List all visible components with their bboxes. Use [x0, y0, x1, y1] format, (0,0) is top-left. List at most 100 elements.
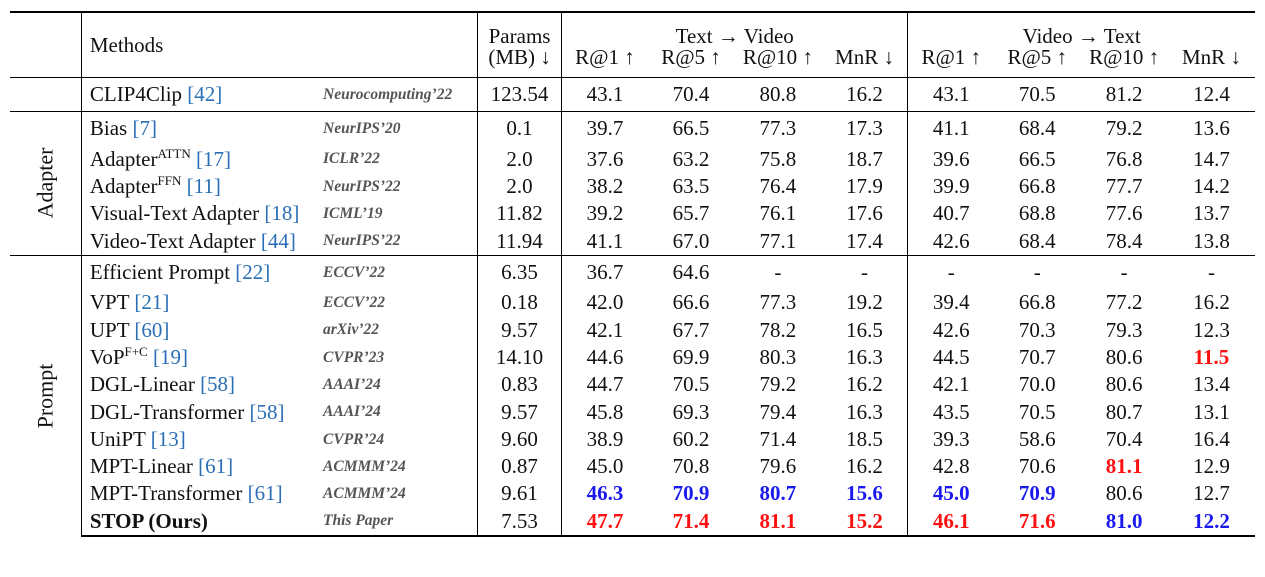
metric-cell: 78.2 — [759, 317, 797, 342]
method-name: Bias [7] — [80, 111, 324, 146]
metric-cell: 75.8 — [759, 146, 797, 171]
metric-cell: 64.6 — [647, 254, 735, 290]
metric-cell: 41.1 — [561, 227, 648, 256]
metric-cell: 12.2 — [1167, 507, 1255, 537]
params-cell: 2.0 — [476, 172, 562, 201]
metric-cell: - — [1080, 254, 1168, 290]
params-cell: 11.94 — [476, 227, 562, 256]
venue-label: ECCV’22 — [323, 294, 386, 312]
metric-cell: 39.4 — [907, 289, 995, 317]
table-row: UPT [60] arXiv’22 9.57 42.1 67.7 78.2 16.5 42.6… — [10, 316, 1255, 344]
venue-label: ECCV’22 — [323, 254, 478, 290]
metric-cell: 67.7 — [672, 317, 710, 342]
metric-cell: 44.7 — [561, 371, 648, 399]
metric-cell: 44.6 — [561, 343, 648, 372]
venue-label: NeurIPS’22 — [323, 232, 401, 250]
metric-cell: 69.9 — [672, 344, 710, 369]
metric-cell: 46.1 — [907, 507, 995, 537]
metric-cell: 13.7 — [1193, 201, 1230, 226]
table-row: Video-Text Adapter [44] NeurIPS’22 11.94 41… — [10, 227, 1255, 256]
params-unit-header: (MB) ↓ — [476, 47, 562, 78]
metric-cell: 60.2 — [672, 426, 710, 451]
params-cell: 0.87 — [476, 452, 562, 481]
metric-cell: 71.4 — [647, 507, 735, 537]
metric-cell: 70.5 — [1018, 399, 1056, 424]
metric-cell: 12.7 — [1193, 481, 1230, 506]
table-row: Prompt Efficient Prompt [22] ECCV’22 6.35 36… — [10, 254, 1255, 536]
metric-cell: 79.4 — [759, 399, 797, 424]
metric-cell: 43.5 — [907, 398, 995, 426]
method-name: Visual-Text Adapter [18] — [80, 200, 324, 228]
metric-cell: 66.8 — [1018, 173, 1056, 198]
metric-cell: 70.5 — [994, 77, 1081, 112]
metric-cell: 18.7 — [846, 146, 883, 171]
metric-cell: 43.1 — [907, 77, 995, 112]
metric-cell: 76.8 — [1105, 146, 1143, 171]
metric-cell: 43.1 — [561, 77, 648, 112]
metric-cell: 40.7 — [907, 200, 995, 228]
metric-cell: 80.7 — [1105, 399, 1143, 424]
metric-cell: 81.0 — [1080, 507, 1168, 537]
metric-cell: 18.5 — [846, 426, 883, 451]
metric-cell: 16.5 — [846, 317, 883, 342]
metric-cell: 36.7 — [561, 254, 648, 290]
metric-cell: 80.7 — [759, 481, 797, 506]
table-row: AdapterFFN [11] NeurIPS’22 2.0 38.2 63.5 76.4… — [10, 172, 1255, 201]
params-cell: 7.53 — [476, 507, 562, 537]
metric-cell: 67.0 — [672, 228, 710, 253]
text-to-video-header: Text → Video — [561, 11, 908, 47]
metric-header: R@1 ↑ — [561, 47, 648, 78]
metric-cell: 80.6 — [1105, 481, 1143, 506]
metric-cell: 66.5 — [647, 111, 735, 146]
group-label-prompt: Prompt — [10, 254, 82, 536]
metric-cell: 15.2 — [821, 507, 908, 537]
metric-header: R@10 ↑ — [1089, 45, 1160, 69]
metric-cell: 16.3 — [846, 344, 883, 369]
metric-cell: 70.4 — [1105, 426, 1143, 451]
table-row: MPT-Linear [61] ACMMM’24 0.87 45.0 70.8 79.6 1… — [10, 452, 1255, 481]
metric-cell: 77.6 — [1105, 201, 1143, 226]
metric-cell: - — [1167, 254, 1255, 290]
table-row: MPT-Transformer [61] ACMMM’24 9.61 46.3 70.9… — [10, 480, 1255, 508]
results-table: Methods Params Text → Video Video → Text… — [10, 11, 1255, 537]
methods-header: Methods — [80, 11, 478, 78]
video-to-text-header: Video → Text — [907, 11, 1255, 47]
metric-cell: 79.2 — [759, 372, 797, 397]
metric-cell: 68.4 — [994, 111, 1081, 146]
metric-cell: 68.8 — [1018, 201, 1056, 226]
metric-cell: 66.6 — [672, 290, 710, 315]
params-cell: 9.61 — [476, 480, 562, 508]
metric-cell: 76.1 — [759, 201, 797, 226]
metric-cell: 42.6 — [907, 316, 995, 344]
venue-label: ACMMM’24 — [323, 457, 406, 475]
params-cell: 6.35 — [476, 254, 562, 290]
metric-cell: 70.8 — [672, 454, 710, 479]
metric-cell: 77.3 — [759, 290, 797, 315]
method-name: UPT [60] — [80, 316, 324, 344]
venue-label: AAAI’24 — [323, 375, 381, 393]
metric-cell: 70.9 — [1018, 481, 1056, 506]
metric-cell: 17.9 — [846, 173, 883, 198]
metric-header: R@5 ↑ — [1007, 45, 1068, 69]
metric-cell: 68.4 — [1018, 228, 1056, 253]
table-row: Visual-Text Adapter [18] ICML’19 11.82 39.2… — [10, 200, 1255, 228]
params-cell: 9.60 — [476, 425, 562, 453]
header-row-1: Methods Params Text → Video Video → Text — [10, 11, 1255, 78]
metric-cell: 70.5 — [672, 372, 710, 397]
metric-cell: 16.2 — [1193, 290, 1230, 315]
metric-cell: 79.6 — [759, 454, 797, 479]
table-row: DGL-Transformer [58] AAAI’24 9.57 45.8 69.3 7… — [10, 398, 1255, 426]
metric-cell: 44.5 — [907, 343, 995, 372]
table-row: AdapterATTN [17] ICLR’22 2.0 37.6 63.2 75.8 18… — [10, 145, 1255, 173]
metric-cell: 77.3 — [734, 111, 822, 146]
venue-label: ICLR’22 — [323, 150, 380, 168]
method-name: STOP (Ours) — [80, 507, 324, 537]
metric-cell: 39.6 — [907, 145, 995, 173]
method-name: VoPF+C [19] — [80, 343, 324, 372]
metric-cell: 16.3 — [846, 399, 883, 424]
metric-cell: - — [821, 254, 908, 290]
venue-label: CVPR’23 — [323, 348, 385, 366]
metric-cell: 46.3 — [561, 480, 648, 508]
metric-cell: 78.4 — [1105, 228, 1143, 253]
metric-cell: 65.7 — [672, 201, 710, 226]
